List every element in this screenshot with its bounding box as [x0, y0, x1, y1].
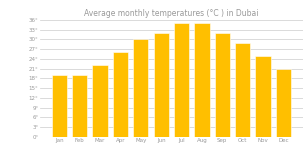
- Bar: [113, 52, 128, 137]
- Bar: [215, 33, 230, 137]
- Bar: [92, 65, 108, 137]
- Bar: [276, 69, 291, 137]
- Bar: [52, 75, 67, 137]
- Bar: [235, 43, 250, 137]
- Bar: [72, 75, 88, 137]
- Title: Average monthly temperatures (°C ) in Dubai: Average monthly temperatures (°C ) in Du…: [84, 9, 259, 18]
- Bar: [255, 56, 271, 137]
- Bar: [194, 23, 210, 137]
- Bar: [154, 33, 169, 137]
- Bar: [133, 39, 148, 137]
- Bar: [174, 23, 189, 137]
